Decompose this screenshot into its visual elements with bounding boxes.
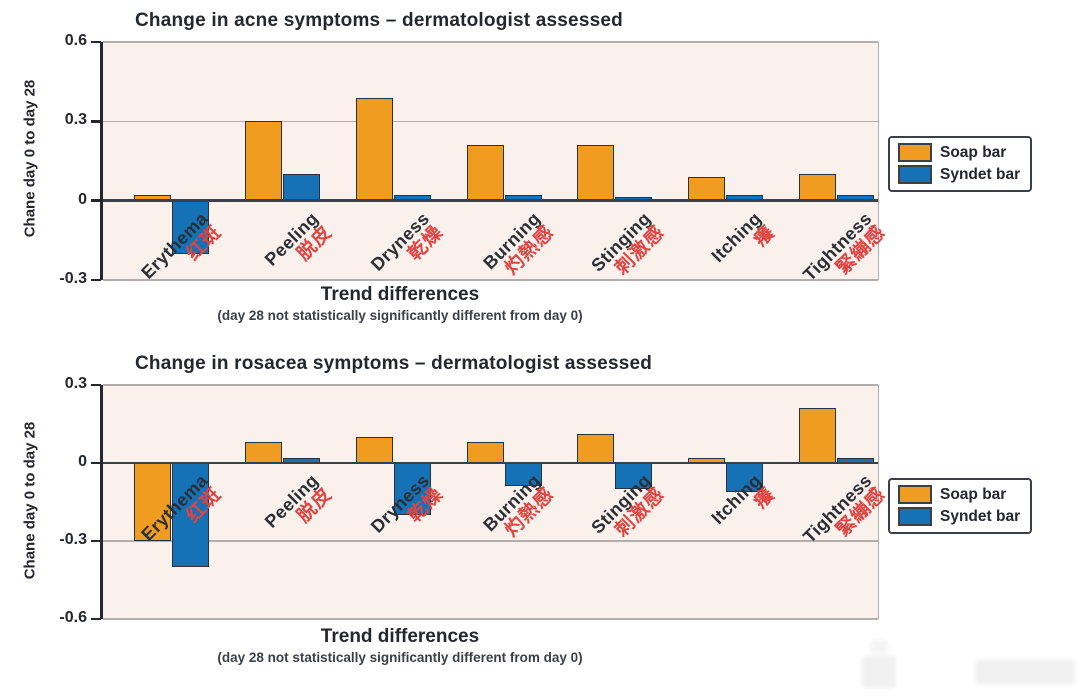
zero-line bbox=[103, 199, 878, 202]
bar-syndet-erythema bbox=[172, 463, 210, 567]
y-tick-label: -0.6 bbox=[59, 609, 87, 626]
bar-soap-dryness bbox=[355, 97, 393, 201]
category-label-stinging: Stinging 刺激感 bbox=[587, 208, 669, 290]
legend-row-soap: Soap bar bbox=[898, 143, 1020, 162]
bar-soap-itching bbox=[687, 176, 725, 201]
bar-soap-burning bbox=[466, 145, 504, 201]
bar-soap-tightness bbox=[798, 408, 836, 463]
acne-legend: Soap bar Syndet bar bbox=[888, 136, 1033, 192]
rosacea-legend: Soap bar Syndet bar bbox=[888, 478, 1033, 534]
soap-bar-swatch bbox=[898, 143, 932, 162]
y-axis-tick bbox=[91, 278, 101, 282]
category-label-tightness: Tightness 緊繃感 bbox=[800, 470, 891, 562]
category-label-itching: Itching 癢 bbox=[708, 208, 780, 281]
rosacea-x-axis-label: Trend differences bbox=[320, 626, 480, 647]
rosacea-plot-area: 0.3 0 -0.3 -0.6 Erythema 红斑 Peeling 脱皮 Dryness 乾燥… bbox=[59, 375, 890, 626]
rosacea-x-axis-sublabel: (day 28 not statistically significantly … bbox=[217, 650, 583, 665]
y-axis-tick bbox=[91, 539, 101, 543]
acne-y-axis-label: Chane day 0 to day 28 bbox=[21, 79, 39, 238]
gridline bbox=[103, 540, 878, 542]
bar-soap-burning bbox=[466, 442, 504, 463]
bar-soap-peeling bbox=[245, 121, 283, 201]
bar-soap-erythema bbox=[134, 463, 172, 541]
category-label-peeling: Peeling 脱皮 bbox=[261, 470, 338, 547]
syndet-bar-swatch bbox=[898, 507, 932, 526]
category-label-peeling: Peeling 脱皮 bbox=[261, 208, 338, 285]
syndet-bar-legend-label: Syndet bar bbox=[940, 165, 1021, 183]
y-tick-label: 0.3 bbox=[64, 375, 87, 392]
category-label-burning: Burning 灼熱感 bbox=[479, 470, 559, 550]
blurred-watermark bbox=[862, 656, 896, 688]
syndet-bar-legend-label: Syndet bar bbox=[940, 507, 1021, 525]
acne-chart-title: Change in acne symptoms – dermatologist … bbox=[135, 10, 623, 31]
y-axis-tick bbox=[91, 120, 101, 123]
rosacea-x-axis-label-block: Trend differences (day 28 not statistica… bbox=[90, 626, 710, 665]
acne-x-axis-label: Trend differences bbox=[320, 284, 480, 305]
gridline bbox=[103, 120, 878, 123]
y-tick-label: 0.3 bbox=[64, 111, 87, 129]
bar-syndet-dryness bbox=[393, 463, 431, 515]
y-axis-tick bbox=[91, 40, 101, 44]
category-label-tightness: Tightness 緊繃感 bbox=[800, 208, 891, 300]
y-axis-tick bbox=[91, 617, 101, 621]
acne-x-axis-label-block: Trend differences (day 28 not statistica… bbox=[90, 284, 710, 323]
legend-row-soap: Soap bar bbox=[898, 485, 1020, 504]
soap-bar-swatch bbox=[898, 485, 932, 504]
blurred-watermark bbox=[975, 660, 1075, 684]
bar-syndet-stinging bbox=[615, 463, 653, 489]
y-axis-tick bbox=[91, 461, 101, 465]
y-tick-label: 0 bbox=[78, 190, 87, 208]
category-label-itching: Itching 癢 bbox=[708, 470, 780, 543]
legend-row-syndet: Syndet bar bbox=[898, 507, 1020, 526]
bar-soap-stinging bbox=[577, 145, 615, 201]
syndet-bar-swatch bbox=[898, 165, 932, 184]
zero-line bbox=[103, 461, 878, 465]
bar-syndet-erythema bbox=[172, 200, 210, 254]
rosacea-y-axis-label: Chane day 0 to day 28 bbox=[21, 421, 39, 580]
bar-soap-peeling bbox=[245, 442, 283, 463]
y-tick-label: -0.3 bbox=[59, 531, 87, 548]
category-label-burning: Burning 灼熱感 bbox=[479, 208, 559, 288]
gridline bbox=[103, 384, 878, 386]
blurred-watermark bbox=[870, 640, 888, 654]
y-tick-label: 0 bbox=[78, 453, 87, 470]
soap-bar-legend-label: Soap bar bbox=[940, 485, 1007, 503]
category-label-dryness: Dryness 乾燥 bbox=[367, 208, 448, 289]
y-axis-tick bbox=[91, 383, 101, 387]
rosacea-chart-title: Change in rosacea symptoms – dermatologi… bbox=[135, 353, 653, 374]
bar-soap-stinging bbox=[577, 434, 615, 463]
gridline bbox=[103, 41, 878, 43]
y-tick-label: 0.6 bbox=[64, 32, 87, 49]
legend-row-syndet: Syndet bar bbox=[898, 165, 1020, 184]
bar-soap-dryness bbox=[355, 437, 393, 463]
y-axis-tick bbox=[91, 199, 101, 202]
bar-soap-tightness bbox=[798, 174, 836, 201]
acne-x-axis-sublabel: (day 28 not statistically significantly … bbox=[217, 308, 583, 323]
acne-plot-area: 0.6 0.3 0 -0.3 Erythema 红斑 Peeling 脱皮 Dryness 乾燥 B… bbox=[59, 32, 890, 287]
gridline bbox=[103, 279, 878, 281]
soap-bar-legend-label: Soap bar bbox=[940, 143, 1007, 161]
y-tick-label: -0.3 bbox=[59, 270, 87, 287]
bar-syndet-peeling bbox=[283, 174, 321, 201]
gridline bbox=[103, 618, 878, 620]
